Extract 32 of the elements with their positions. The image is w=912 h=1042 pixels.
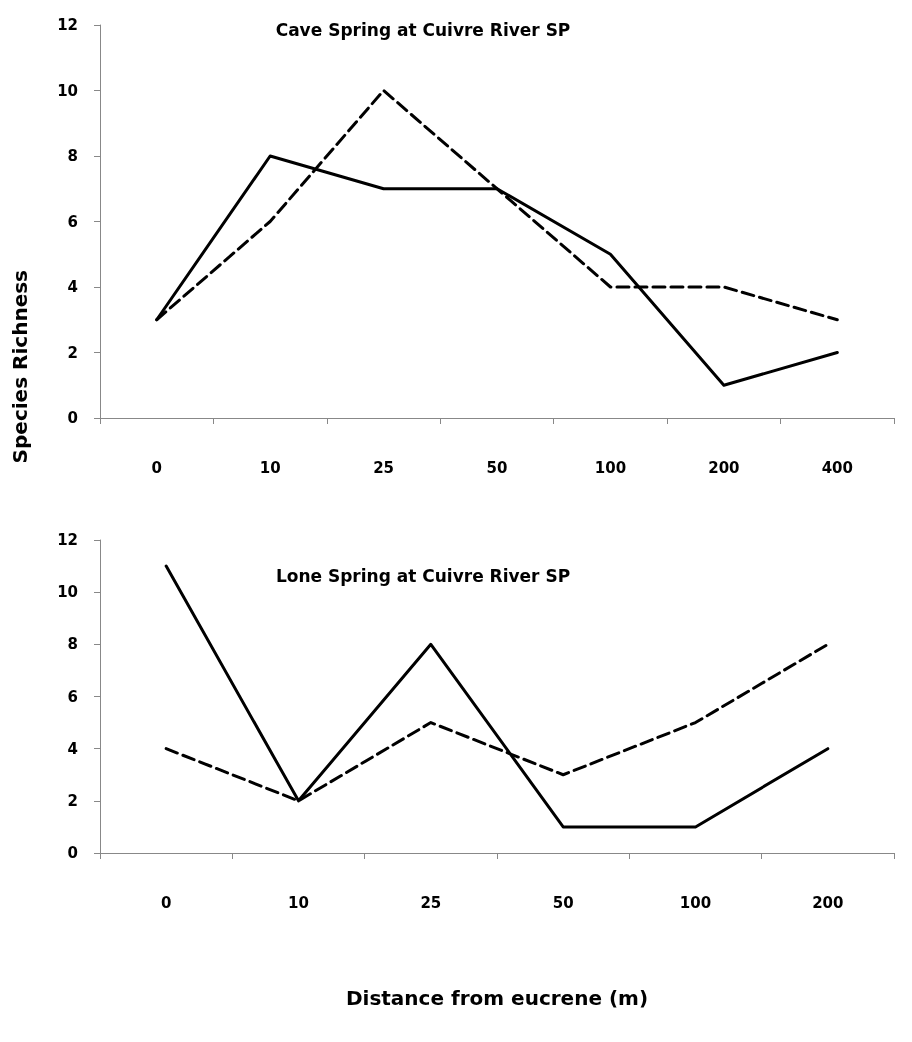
y-tick-label: 6: [67, 212, 78, 231]
y-tick-label: 8: [67, 635, 78, 654]
x-tick-label: 50: [552, 893, 574, 912]
y-tick-label: 0: [67, 409, 78, 427]
x-tick-label: 25: [420, 893, 442, 912]
y-tick-label: 4: [67, 278, 78, 296]
x-tick-label: 400: [821, 458, 853, 477]
chart-title: Cave Spring at Cuivre River SP: [275, 19, 571, 40]
x-axis-title: Distance from eucrene (m): [345, 986, 649, 1010]
y-tick-label: 4: [67, 739, 78, 758]
x-tick-label: 100: [679, 893, 712, 912]
x-tick-label: 100: [594, 458, 627, 477]
x-tick-label: 200: [708, 458, 740, 477]
y-tick-label: 2: [67, 791, 78, 810]
y-tick-label: 6: [67, 687, 78, 706]
y-tick-label: 2: [67, 343, 78, 362]
y-tick-label: 12: [57, 531, 78, 549]
line-series: [164, 564, 830, 829]
text: Lone Spring at Cuivre River SP: [275, 565, 571, 586]
y-axis-title: Species Richness: [8, 270, 32, 464]
y-tick-label: 10: [57, 81, 78, 100]
x-tick-label: 0: [160, 893, 172, 912]
x-tick-label: 0: [151, 458, 162, 477]
x-tick-label: 10: [288, 893, 309, 912]
y-tick-label: 0: [67, 844, 78, 862]
y-tick-label: 10: [57, 583, 78, 602]
x-tick-label: 10: [259, 458, 281, 477]
y-tick-label: 8: [67, 147, 78, 165]
x-tick-label: 25: [373, 458, 395, 477]
y-tick-label: 12: [57, 16, 78, 34]
x-tick-label: 50: [486, 458, 508, 477]
x-tick-label: 200: [812, 893, 844, 912]
